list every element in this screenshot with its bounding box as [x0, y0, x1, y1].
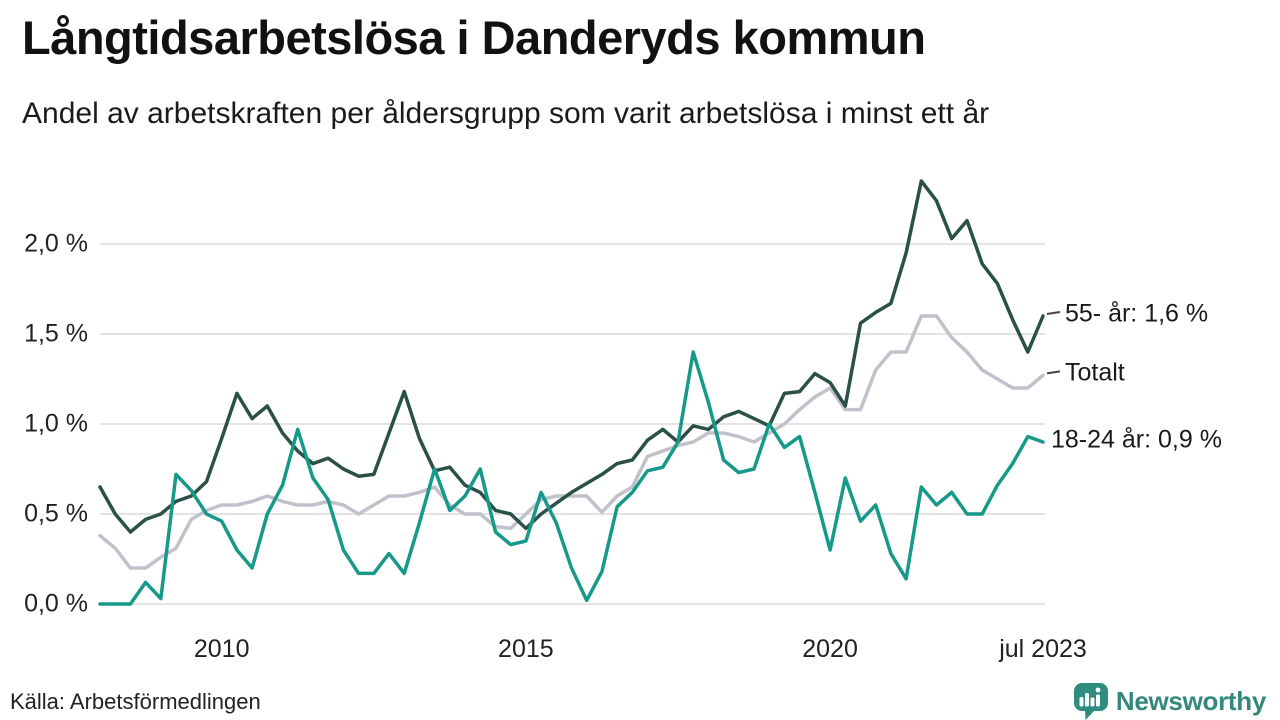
chart-title: Långtidsarbetslösa i Danderyds kommun	[22, 11, 926, 64]
newsworthy-speech-bubble-bar-chart-icon	[1073, 683, 1108, 720]
x-tick-label-2015: 2015	[498, 635, 554, 663]
series-end-tick-totalt	[1046, 370, 1061, 375]
brand-name: Newsworthy	[1115, 685, 1266, 716]
series-end-tick-55-ar	[1046, 311, 1061, 315]
series-line-55-ar	[98, 179, 1045, 534]
chart-subtitle: Andel av arbetskraften per åldersgrupp s…	[22, 97, 990, 130]
series-line-totalt	[98, 314, 1045, 570]
y-tick-label: 0,5 %	[24, 499, 88, 528]
y-tick-label: 0,0 %	[24, 589, 88, 618]
branding: Newsworthy	[1073, 682, 1266, 720]
source-note: Källa: Arbetsförmedlingen	[10, 689, 261, 714]
y-tick-label: 1,0 %	[24, 409, 88, 438]
series-end-label-55-ar: 55- år: 1,6 %	[1065, 299, 1209, 328]
x-tick-label-jul-2023: jul 2023	[999, 635, 1087, 663]
series-end-label-18-24-ar: 18-24 år: 0,9 %	[1051, 425, 1222, 454]
y-tick-label: 2,0 %	[24, 229, 88, 258]
y-tick-label: 1,5 %	[24, 319, 88, 348]
series-line-18-24-ar	[98, 350, 1045, 606]
x-tick-label-2010: 2010	[193, 635, 250, 663]
series-end-label-totalt: Totalt	[1065, 358, 1125, 387]
x-tick-label-2020: 2020	[802, 635, 858, 663]
